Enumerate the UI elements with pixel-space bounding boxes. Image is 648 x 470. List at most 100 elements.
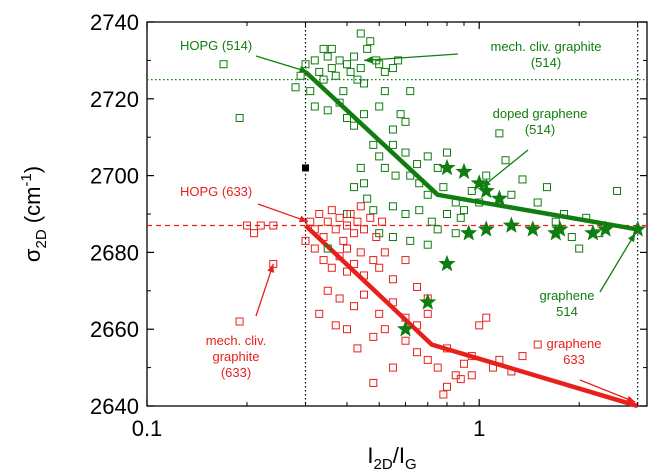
annotation-line: graphene bbox=[540, 288, 595, 303]
data-point bbox=[331, 321, 340, 330]
data-point bbox=[356, 29, 365, 38]
x-axis-title-sub2: G bbox=[405, 456, 417, 470]
data-point bbox=[388, 275, 397, 284]
data-point bbox=[356, 248, 365, 257]
data-point bbox=[433, 163, 442, 172]
annotation-arrow bbox=[599, 232, 636, 293]
data-point bbox=[356, 64, 365, 73]
data-point bbox=[359, 225, 368, 234]
annotation-arrowhead bbox=[298, 66, 308, 73]
data-point bbox=[327, 64, 336, 73]
data-point bbox=[343, 267, 351, 276]
data-point bbox=[467, 186, 476, 195]
data-point bbox=[415, 206, 424, 215]
trend-line-1 bbox=[303, 223, 639, 409]
data-point bbox=[256, 221, 265, 230]
star-data-point bbox=[629, 220, 647, 237]
data-point bbox=[369, 140, 378, 149]
data-point bbox=[380, 325, 389, 334]
data-point bbox=[388, 298, 397, 307]
data-point bbox=[380, 163, 389, 172]
x-axis-title-sub1: 2D bbox=[374, 456, 393, 470]
data-point bbox=[423, 355, 432, 364]
data-point bbox=[343, 60, 351, 69]
star-data-point bbox=[460, 224, 478, 241]
data-point bbox=[356, 202, 365, 211]
data-markers bbox=[219, 29, 647, 399]
y-tick-label: 2680 bbox=[90, 240, 139, 265]
data-point bbox=[335, 98, 344, 107]
data-point bbox=[401, 117, 410, 126]
data-point bbox=[388, 202, 397, 211]
data-point bbox=[467, 371, 476, 380]
data-point bbox=[363, 194, 372, 203]
x-axis-title: I2D/IG bbox=[367, 443, 416, 470]
annotation-line: 633 bbox=[563, 352, 585, 367]
data-point bbox=[372, 233, 381, 242]
data-point bbox=[291, 83, 300, 92]
data-point bbox=[439, 390, 448, 399]
data-point bbox=[319, 44, 328, 53]
annotation-arrowhead bbox=[627, 233, 636, 243]
data-point bbox=[350, 302, 359, 311]
data-point bbox=[401, 148, 410, 157]
data-point bbox=[319, 233, 328, 242]
data-point bbox=[315, 309, 324, 318]
data-point bbox=[331, 225, 340, 234]
data-point bbox=[310, 56, 319, 65]
y-axis-title-sub: 2D bbox=[33, 229, 50, 248]
annotation-line: graphene bbox=[547, 336, 602, 351]
data-point bbox=[343, 325, 351, 334]
data-point bbox=[350, 259, 359, 268]
annotation-label: HOPG (633) bbox=[180, 184, 252, 199]
annotation-line: (514) bbox=[531, 55, 561, 70]
annotation-label: graphene 514 bbox=[540, 288, 595, 319]
data-point bbox=[495, 129, 504, 138]
data-point bbox=[406, 87, 415, 96]
data-point bbox=[413, 321, 422, 330]
data-point bbox=[423, 190, 432, 199]
star-data-point bbox=[438, 158, 456, 176]
data-point bbox=[518, 175, 527, 184]
data-point bbox=[335, 252, 344, 261]
data-point bbox=[350, 121, 359, 130]
star-data-point bbox=[551, 220, 569, 237]
data-point bbox=[406, 171, 415, 180]
reference-lines bbox=[147, 22, 647, 406]
annotation-label: mech. cliv. graphite (514) bbox=[490, 39, 601, 70]
data-point bbox=[406, 236, 415, 245]
data-point bbox=[380, 248, 389, 257]
data-point bbox=[319, 256, 328, 265]
data-point bbox=[323, 106, 332, 115]
y-tick-label: 2640 bbox=[90, 394, 139, 419]
data-point bbox=[567, 233, 576, 242]
data-point bbox=[353, 217, 362, 226]
star-data-point bbox=[490, 189, 508, 206]
data-point bbox=[394, 56, 403, 65]
data-point bbox=[501, 156, 510, 165]
data-point bbox=[456, 213, 465, 222]
data-point bbox=[343, 244, 351, 253]
annotation-line: doped graphene bbox=[493, 106, 588, 121]
data-point bbox=[359, 79, 368, 88]
data-point bbox=[459, 206, 468, 215]
data-point bbox=[559, 210, 568, 218]
annotation-line: HOPG (633) bbox=[180, 184, 252, 199]
annotation-arrow bbox=[257, 203, 309, 223]
data-point bbox=[413, 282, 422, 291]
data-point bbox=[423, 309, 432, 318]
data-point bbox=[443, 148, 451, 157]
trend-lines bbox=[303, 70, 639, 409]
star-data-point bbox=[477, 181, 495, 199]
annotation-arrowhead bbox=[363, 56, 373, 64]
y-tick-label: 2700 bbox=[90, 164, 139, 189]
star-data-point bbox=[596, 220, 615, 237]
annotation-arrowhead bbox=[482, 179, 491, 188]
data-point bbox=[388, 363, 397, 372]
data-point bbox=[375, 309, 384, 318]
data-point bbox=[518, 352, 527, 361]
star-data-point bbox=[502, 216, 520, 233]
star-data-point bbox=[470, 174, 488, 191]
x-tick-label: 1 bbox=[473, 416, 485, 441]
data-point bbox=[507, 367, 516, 376]
